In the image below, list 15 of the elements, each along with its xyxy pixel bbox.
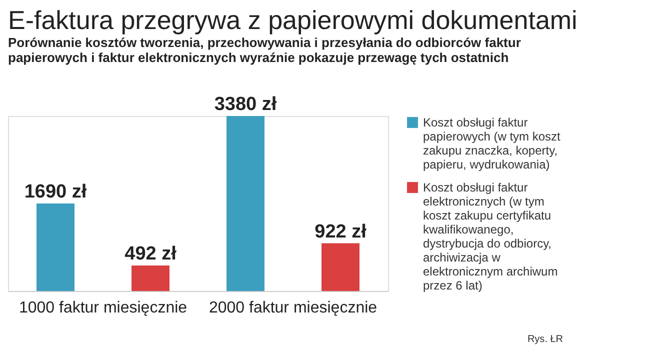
legend-label: Koszt obsługi faktur papierowych (w tym koszt zakupu znaczka, koperty, papieru, wydrukowania) [423,116,562,172]
x-tick-label: 1000 faktur miesięcznie [18,300,188,316]
chart-subtitle: Porównanie kosztów tworzenia, przechowywania i przesyłania do odbiorców faktur papierowych i faktur elektronicznych wyraźnie pokazuje przewagę tych ostatnich [8,35,521,65]
legend-label: Koszt obsługi faktur elektronicznych (w tym koszt zakupu certyfikatu kwalifikowanego, dystrybucja do odbiorcy, archiwizacja w elektronicznym archiwum przez 6 lat) [423,180,558,292]
data-label: 922 zł [314,221,368,242]
bar [322,243,360,291]
data-label: 492 zł [124,244,178,265]
bar [132,266,170,291]
bar [36,204,74,291]
data-label: 3380 zł [214,94,278,115]
chart-title: E-faktura przegrywa z papierowymi dokumentami [8,5,578,35]
bar [226,116,264,291]
x-tick-label: 2000 faktur miesięcznie [208,300,378,316]
text: Rys. ŁR [527,334,563,345]
data-label: 1690 zł [24,182,88,202]
